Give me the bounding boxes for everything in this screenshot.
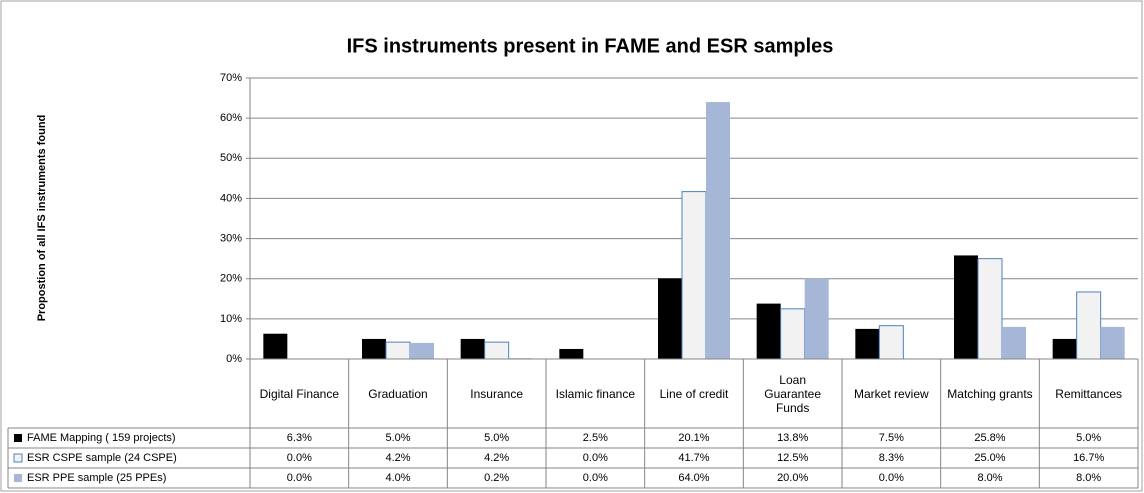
bar bbox=[1052, 338, 1077, 359]
category-cell: Islamic finance bbox=[555, 386, 636, 401]
bar bbox=[385, 341, 411, 360]
legend-key bbox=[14, 474, 22, 482]
x-tick-label: Islamic finance bbox=[555, 386, 636, 401]
bar bbox=[756, 303, 781, 359]
legend-label: FAME Mapping ( 159 projects) bbox=[27, 432, 176, 444]
bar bbox=[460, 338, 485, 359]
value-label: 0.0% bbox=[879, 472, 904, 484]
bar bbox=[263, 333, 288, 359]
x-tick-label: Loan Guarantee Funds bbox=[764, 372, 822, 415]
bar bbox=[1002, 326, 1026, 359]
x-tick-label: Graduation bbox=[368, 386, 428, 401]
bar bbox=[706, 102, 730, 359]
chart-title: IFS instruments present in FAME and ESR … bbox=[347, 35, 834, 57]
category-cell: Line of credit bbox=[659, 386, 729, 401]
value-label: 8.3% bbox=[879, 452, 904, 464]
value-label: 5.0% bbox=[385, 432, 410, 444]
value-label: 20.1% bbox=[678, 432, 709, 444]
category-cell: Loan Guarantee Funds bbox=[764, 372, 822, 415]
legend-label: ESR CSPE sample (24 CSPE) bbox=[27, 452, 177, 464]
value-label: 0.0% bbox=[583, 452, 608, 464]
bar bbox=[780, 308, 806, 360]
value-label: 20.0% bbox=[777, 472, 808, 484]
bar bbox=[362, 338, 386, 359]
category-cell: Remittances bbox=[1055, 386, 1122, 401]
bar bbox=[977, 258, 1003, 360]
legend-label: ESR PPE sample (25 PPEs) bbox=[27, 472, 166, 484]
x-tick-label: Line of credit bbox=[659, 386, 729, 401]
bar bbox=[878, 325, 904, 360]
y-tick-label: 30% bbox=[220, 232, 242, 244]
value-label: 6.3% bbox=[287, 432, 312, 444]
value-label: 13.8% bbox=[777, 432, 808, 444]
category-cell: Digital Finance bbox=[259, 386, 340, 401]
value-label: 0.0% bbox=[583, 472, 608, 484]
value-label: 64.0% bbox=[678, 472, 709, 484]
value-label: 5.0% bbox=[1076, 432, 1101, 444]
value-label: 0.0% bbox=[287, 472, 312, 484]
value-label: 8.0% bbox=[1076, 472, 1101, 484]
x-tick-label: Market review bbox=[853, 386, 929, 401]
bar bbox=[855, 328, 880, 359]
bar bbox=[804, 278, 829, 359]
y-tick-label: 20% bbox=[220, 273, 242, 285]
bar bbox=[410, 342, 434, 359]
y-tick-label: 10% bbox=[220, 313, 242, 325]
value-label: 4.2% bbox=[484, 452, 509, 464]
value-label: 8.0% bbox=[977, 472, 1002, 484]
bar bbox=[1076, 291, 1102, 360]
value-label: 25.8% bbox=[974, 432, 1005, 444]
x-tick-label: Digital Finance bbox=[259, 386, 340, 401]
category-cell: Matching grants bbox=[947, 386, 1033, 401]
category-cell: Market review bbox=[853, 386, 929, 401]
legend-key bbox=[13, 453, 23, 463]
y-axis-label: Propostion of all IFS instruments found bbox=[36, 115, 48, 322]
value-label: 2.5% bbox=[583, 432, 608, 444]
bar bbox=[1100, 326, 1125, 359]
bar bbox=[484, 341, 510, 360]
legend-key bbox=[14, 434, 22, 442]
value-label: 0.0% bbox=[287, 452, 312, 464]
y-tick-label: 50% bbox=[220, 152, 242, 164]
value-label: 4.0% bbox=[385, 472, 410, 484]
value-label: 0.2% bbox=[484, 472, 509, 484]
x-tick-label: Remittances bbox=[1055, 386, 1122, 401]
x-tick-label: Matching grants bbox=[947, 386, 1033, 401]
category-cell: Insurance bbox=[470, 386, 523, 401]
bar bbox=[559, 348, 584, 359]
value-label: 16.7% bbox=[1073, 452, 1104, 464]
y-tick-label: 60% bbox=[220, 112, 242, 124]
x-tick-label: Insurance bbox=[470, 386, 523, 401]
value-label: 4.2% bbox=[385, 452, 410, 464]
value-label: 12.5% bbox=[777, 452, 808, 464]
bar bbox=[954, 255, 978, 359]
y-tick-label: 70% bbox=[220, 72, 242, 84]
bar bbox=[681, 191, 707, 360]
value-label: 7.5% bbox=[879, 432, 904, 444]
value-label: 5.0% bbox=[484, 432, 509, 444]
y-tick-label: 40% bbox=[220, 192, 242, 204]
y-tick-label: 0% bbox=[226, 353, 242, 365]
value-label: 25.0% bbox=[974, 452, 1005, 464]
category-cell: Graduation bbox=[368, 386, 428, 401]
bar bbox=[658, 278, 682, 359]
value-label: 41.7% bbox=[678, 452, 709, 464]
